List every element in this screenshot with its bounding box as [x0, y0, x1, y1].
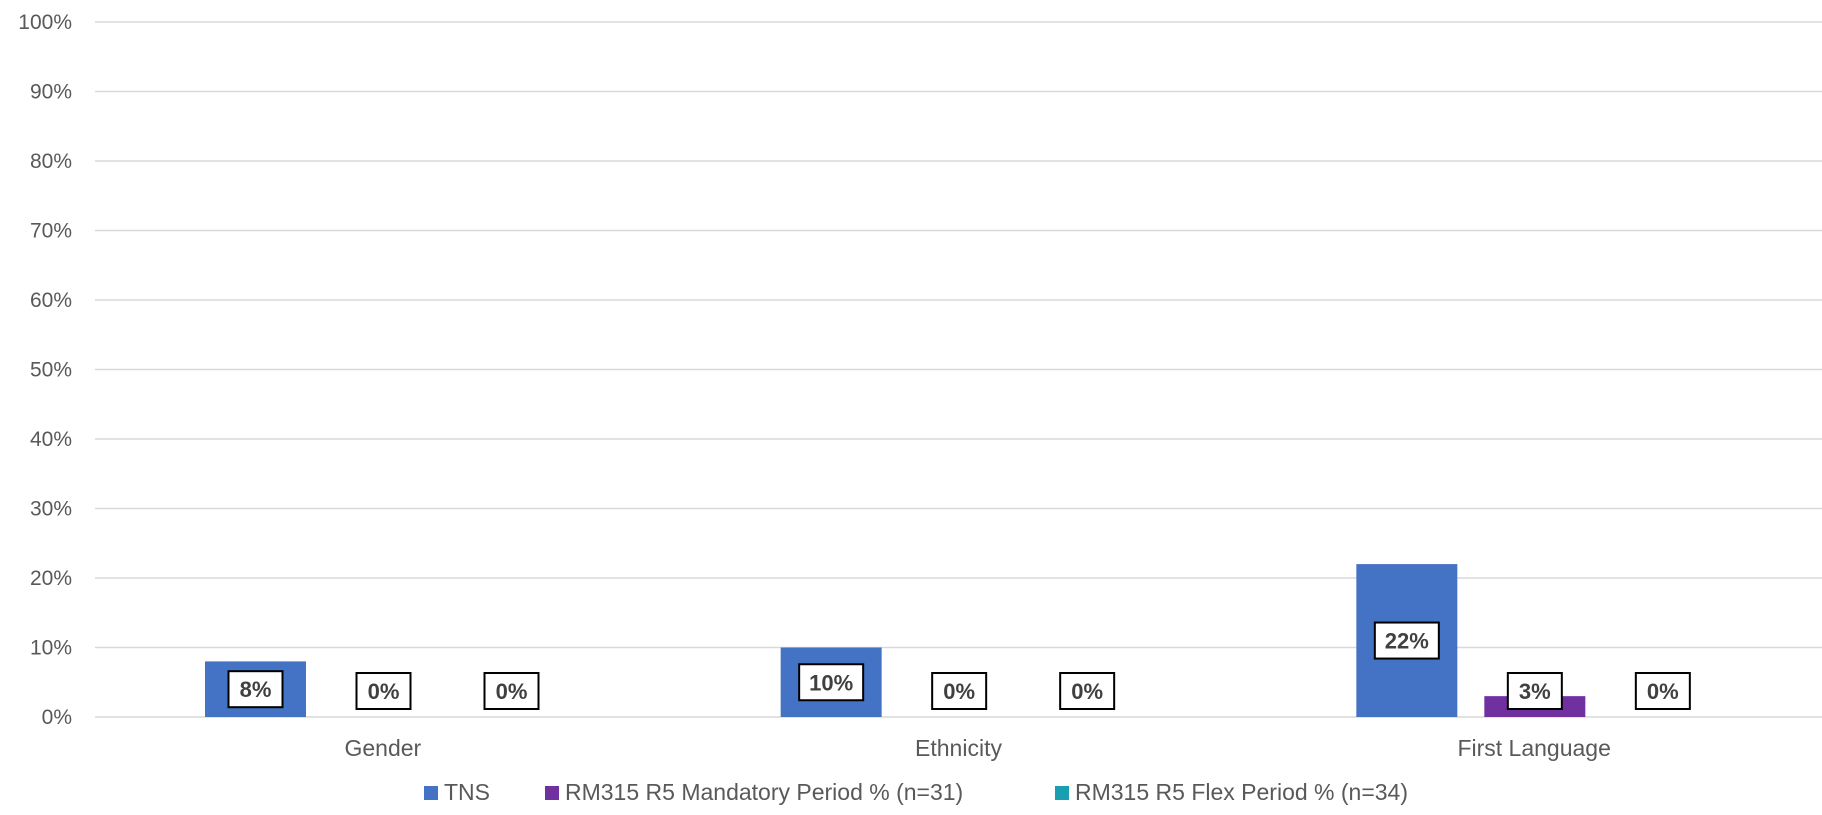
- y-tick-label: 90%: [30, 81, 72, 104]
- gridlines: [95, 21, 1822, 718]
- y-tick-label: 70%: [30, 220, 72, 243]
- data-label: 0%: [496, 679, 528, 704]
- data-labels: 8% 0% 0% 10% 0% 0% 22% 3% 0%: [227, 621, 1691, 710]
- data-label-box: [1506, 672, 1563, 710]
- data-label: 0%: [1647, 679, 1679, 704]
- data-label-box: [1373, 621, 1440, 660]
- data-label: 10%: [809, 670, 853, 695]
- data-label-box: [798, 663, 865, 702]
- legend: TNS RM315 R5 Mandatory Period % (n=31) RM3…: [424, 779, 1408, 805]
- y-axis: 0% 10% 20% 30% 40% 50% 60% 70% 80% 90% 100%: [18, 11, 72, 729]
- y-tick-label: 40%: [30, 428, 72, 451]
- data-label-box: [1634, 672, 1691, 710]
- y-tick-label: 100%: [18, 11, 72, 34]
- legend-label: RM315 R5 Mandatory Period % (n=31): [565, 779, 963, 805]
- y-tick-label: 50%: [30, 359, 72, 382]
- x-tick-label: Ethnicity: [915, 735, 1002, 761]
- legend-label: RM315 R5 Flex Period % (n=34): [1075, 779, 1408, 805]
- data-label: 3%: [1519, 679, 1551, 704]
- data-label: 0%: [368, 679, 400, 704]
- data-label-box: [483, 672, 540, 710]
- data-label: 8%: [240, 677, 272, 702]
- data-label: 22%: [1385, 629, 1429, 654]
- data-label-box: [227, 670, 284, 709]
- y-tick-label: 60%: [30, 289, 72, 312]
- legend-label: TNS: [444, 779, 490, 805]
- y-tick-label: 80%: [30, 150, 72, 173]
- x-tick-label: Gender: [344, 735, 421, 761]
- y-tick-label: 30%: [30, 498, 72, 521]
- legend-swatch: [1055, 786, 1069, 800]
- data-label: 0%: [1071, 679, 1103, 704]
- data-label: 0%: [943, 679, 975, 704]
- data-label-box: [931, 672, 988, 710]
- legend-swatch: [424, 786, 438, 800]
- x-tick-label: First Language: [1457, 735, 1610, 761]
- data-label-box: [355, 672, 412, 710]
- y-tick-label: 0%: [42, 706, 72, 729]
- x-axis: Gender Ethnicity First Language: [344, 735, 1610, 761]
- y-tick-label: 20%: [30, 567, 72, 590]
- data-label-box: [1059, 672, 1116, 710]
- legend-swatch: [545, 786, 559, 800]
- y-tick-label: 10%: [30, 637, 72, 660]
